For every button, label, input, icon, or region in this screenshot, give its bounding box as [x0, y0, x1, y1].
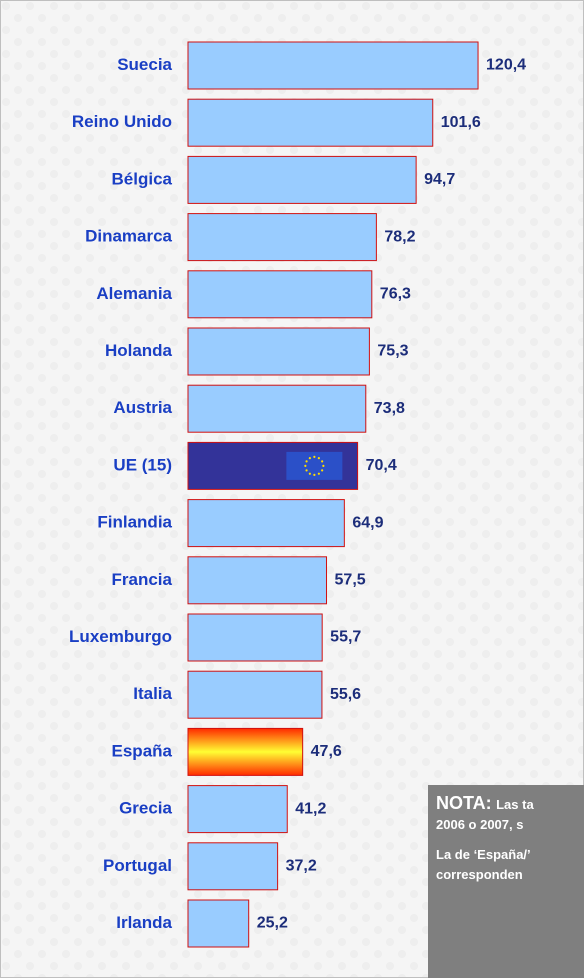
- eu-star: [305, 460, 308, 463]
- bar: [187, 670, 323, 719]
- eu-star: [313, 455, 316, 458]
- bar: [187, 499, 345, 548]
- note-text: 2006 o 2007, s: [436, 817, 524, 832]
- eu-star: [321, 460, 324, 463]
- bar: [187, 384, 367, 433]
- category-label: Bélgica: [112, 169, 173, 188]
- value-label: 70,4: [366, 457, 397, 474]
- note-text: Las ta: [496, 797, 534, 812]
- bar: [187, 899, 250, 948]
- note-box: NOTA: Las ta 2006 o 2007, s La de ‘España…: [428, 785, 584, 978]
- category-label: Francia: [112, 570, 173, 589]
- eu-star: [304, 464, 307, 467]
- category-label: Suecia: [117, 55, 172, 74]
- category-label: Finlandia: [97, 513, 172, 532]
- category-label: España: [112, 741, 173, 760]
- bar: [187, 155, 417, 204]
- note-text: La de ‘España/’: [436, 847, 531, 862]
- bar: [187, 41, 479, 90]
- eu-star: [317, 472, 320, 475]
- bar: [187, 327, 370, 376]
- category-label: Portugal: [103, 856, 172, 875]
- eu-star: [313, 473, 316, 476]
- category-label: UE (15): [113, 455, 172, 474]
- value-label: 120,4: [486, 57, 526, 74]
- category-label: Italia: [133, 684, 172, 703]
- value-label: 75,3: [377, 343, 408, 360]
- value-label: 78,2: [384, 228, 415, 245]
- value-label: 64,9: [352, 514, 383, 531]
- category-label: Luxemburgo: [69, 627, 172, 646]
- value-label: 41,2: [295, 800, 326, 817]
- category-label: Holanda: [105, 341, 173, 360]
- bar: [187, 213, 377, 262]
- note-title: NOTA:: [436, 793, 492, 813]
- value-label: 55,7: [330, 629, 361, 646]
- value-label: 94,7: [424, 171, 455, 188]
- eu-star: [321, 469, 324, 472]
- category-label: Grecia: [119, 799, 172, 818]
- bar: [187, 842, 279, 891]
- category-label: Alemania: [96, 284, 172, 303]
- eu-star: [305, 469, 308, 472]
- eu-star: [317, 457, 320, 460]
- eu-star: [308, 457, 311, 460]
- category-label: Reino Unido: [72, 112, 172, 131]
- value-label: 37,2: [286, 858, 317, 875]
- value-label: 25,2: [257, 915, 288, 932]
- bar: [187, 270, 373, 319]
- category-label: Dinamarca: [85, 227, 172, 246]
- bar: [187, 98, 434, 147]
- bar: [187, 556, 328, 605]
- value-label: 57,5: [335, 572, 366, 589]
- category-label: Irlanda: [116, 913, 172, 932]
- bar: [187, 613, 323, 662]
- eu-star: [308, 472, 311, 475]
- value-label: 76,3: [380, 286, 411, 303]
- value-label: 47,6: [311, 743, 342, 760]
- category-label: Austria: [113, 398, 172, 417]
- value-label: 101,6: [441, 114, 481, 131]
- eu-star: [322, 464, 325, 467]
- bar: [187, 785, 288, 834]
- value-label: 55,6: [330, 686, 361, 703]
- note-text: corresponden: [436, 867, 523, 882]
- value-label: 73,8: [374, 400, 405, 417]
- bar: [187, 727, 304, 776]
